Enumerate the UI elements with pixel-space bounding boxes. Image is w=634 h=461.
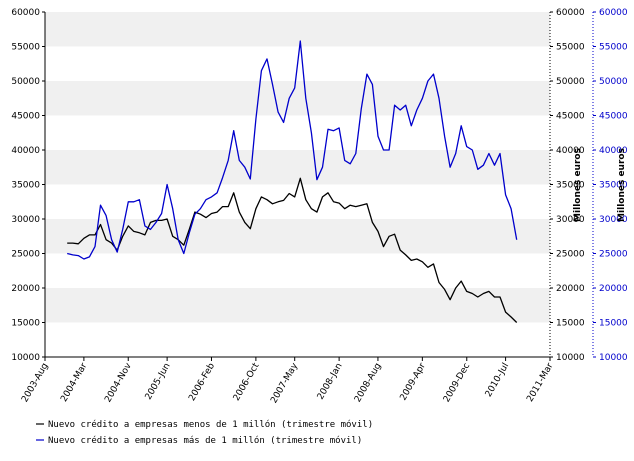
y-tick-label-right-blue: 60000 xyxy=(599,8,628,18)
y-tick-label-right-blue: 35000 xyxy=(599,181,628,191)
y-tick-label-right-black: 45000 xyxy=(556,112,585,122)
y-tick-label-right-black: 10000 xyxy=(556,353,585,363)
right-y-axis-black: 10000 15000 20000 25000 30000 35000 40000 45000… xyxy=(550,8,585,363)
grid-band xyxy=(45,219,550,254)
legend-label-blue: Nuevo crédito a empresas más de 1 millón… xyxy=(48,435,362,446)
grid-band xyxy=(45,81,550,116)
y-tick-label-right-black: 55000 xyxy=(556,43,585,53)
x-tick-label: 2007-May xyxy=(269,361,300,405)
y-tick-label: 10000 xyxy=(11,353,40,363)
x-tick-label: 2003-Aug xyxy=(20,362,50,405)
y-tick-label-right-blue: 30000 xyxy=(599,215,628,225)
right-axis-label-blue: Millones euros xyxy=(617,148,627,222)
x-axis: 2003-Aug 2004-Mar 2004-Nov 2005-Jun 2006-Feb… xyxy=(20,357,556,405)
y-tick-label: 50000 xyxy=(11,77,40,87)
x-tick-label: 2005-Jun xyxy=(144,362,173,402)
y-tick-label: 35000 xyxy=(11,181,40,191)
grid-band xyxy=(45,253,550,288)
y-tick-label-right-black: 60000 xyxy=(556,8,585,18)
y-tick-label-right-black: 40000 xyxy=(556,146,585,156)
grid-band xyxy=(45,12,550,47)
y-tick-label: 45000 xyxy=(11,112,40,122)
grid-band xyxy=(45,288,550,323)
y-tick-label-right-blue: 55000 xyxy=(599,43,628,53)
x-tick-label: 2006-Feb xyxy=(187,361,217,403)
x-tick-label: 2011-Mar xyxy=(525,361,555,404)
right-axis-label-black: Millones euros xyxy=(573,148,583,222)
y-tick-label-right-blue: 40000 xyxy=(599,146,628,156)
legend: Nuevo crédito a empresas menos de 1 mill… xyxy=(36,419,373,446)
y-tick-label: 60000 xyxy=(11,8,40,18)
y-tick-label-right-black: 50000 xyxy=(556,77,585,87)
x-tick-label: 2006-Oct xyxy=(232,361,262,403)
grid-band xyxy=(45,150,550,185)
x-tick-label: 2009-Apr xyxy=(399,361,429,402)
y-tick-label: 20000 xyxy=(11,284,40,294)
y-tick-label-right-black: 20000 xyxy=(556,284,585,294)
x-tick-label: 2008-Aug xyxy=(353,362,383,405)
y-tick-label: 40000 xyxy=(11,146,40,156)
y-tick-label-right-blue: 50000 xyxy=(599,77,628,87)
y-tick-label-right-black: 30000 xyxy=(556,215,585,225)
x-tick-label: 2010-Jul xyxy=(484,362,511,399)
y-tick-label-right-blue: 15000 xyxy=(599,319,628,329)
y-tick-label: 15000 xyxy=(11,319,40,329)
left-y-axis: 10000 15000 20000 25000 30000 35000 40000 45000… xyxy=(11,8,45,363)
y-tick-label-right-black: 15000 xyxy=(556,319,585,329)
x-tick-label: 2004-Nov xyxy=(103,361,134,404)
right-y-axis-blue: 10000 15000 20000 25000 30000 35000 40000 45000… xyxy=(593,8,628,363)
grid-band xyxy=(45,322,550,357)
y-tick-label: 30000 xyxy=(11,215,40,225)
y-tick-label-right-black: 25000 xyxy=(556,250,585,260)
legend-label-black: Nuevo crédito a empresas menos de 1 mill… xyxy=(48,419,373,430)
y-tick-label-right-blue: 25000 xyxy=(599,250,628,260)
grid-band xyxy=(45,115,550,150)
y-tick-label: 25000 xyxy=(11,250,40,260)
x-tick-label: 2009-Dec xyxy=(442,361,472,404)
series-line-small-loans xyxy=(67,177,518,323)
series-lines xyxy=(67,40,518,323)
series-line-large-loans xyxy=(67,40,518,260)
y-tick-label-right-black: 35000 xyxy=(556,181,585,191)
y-tick-label-right-blue: 10000 xyxy=(599,353,628,363)
x-tick-label: 2008-Jan xyxy=(316,362,345,402)
y-tick-label-right-blue: 20000 xyxy=(599,284,628,294)
y-tick-label-right-blue: 45000 xyxy=(599,112,628,122)
y-tick-label: 55000 xyxy=(11,43,40,53)
x-tick-label: 2004-Mar xyxy=(59,361,89,404)
